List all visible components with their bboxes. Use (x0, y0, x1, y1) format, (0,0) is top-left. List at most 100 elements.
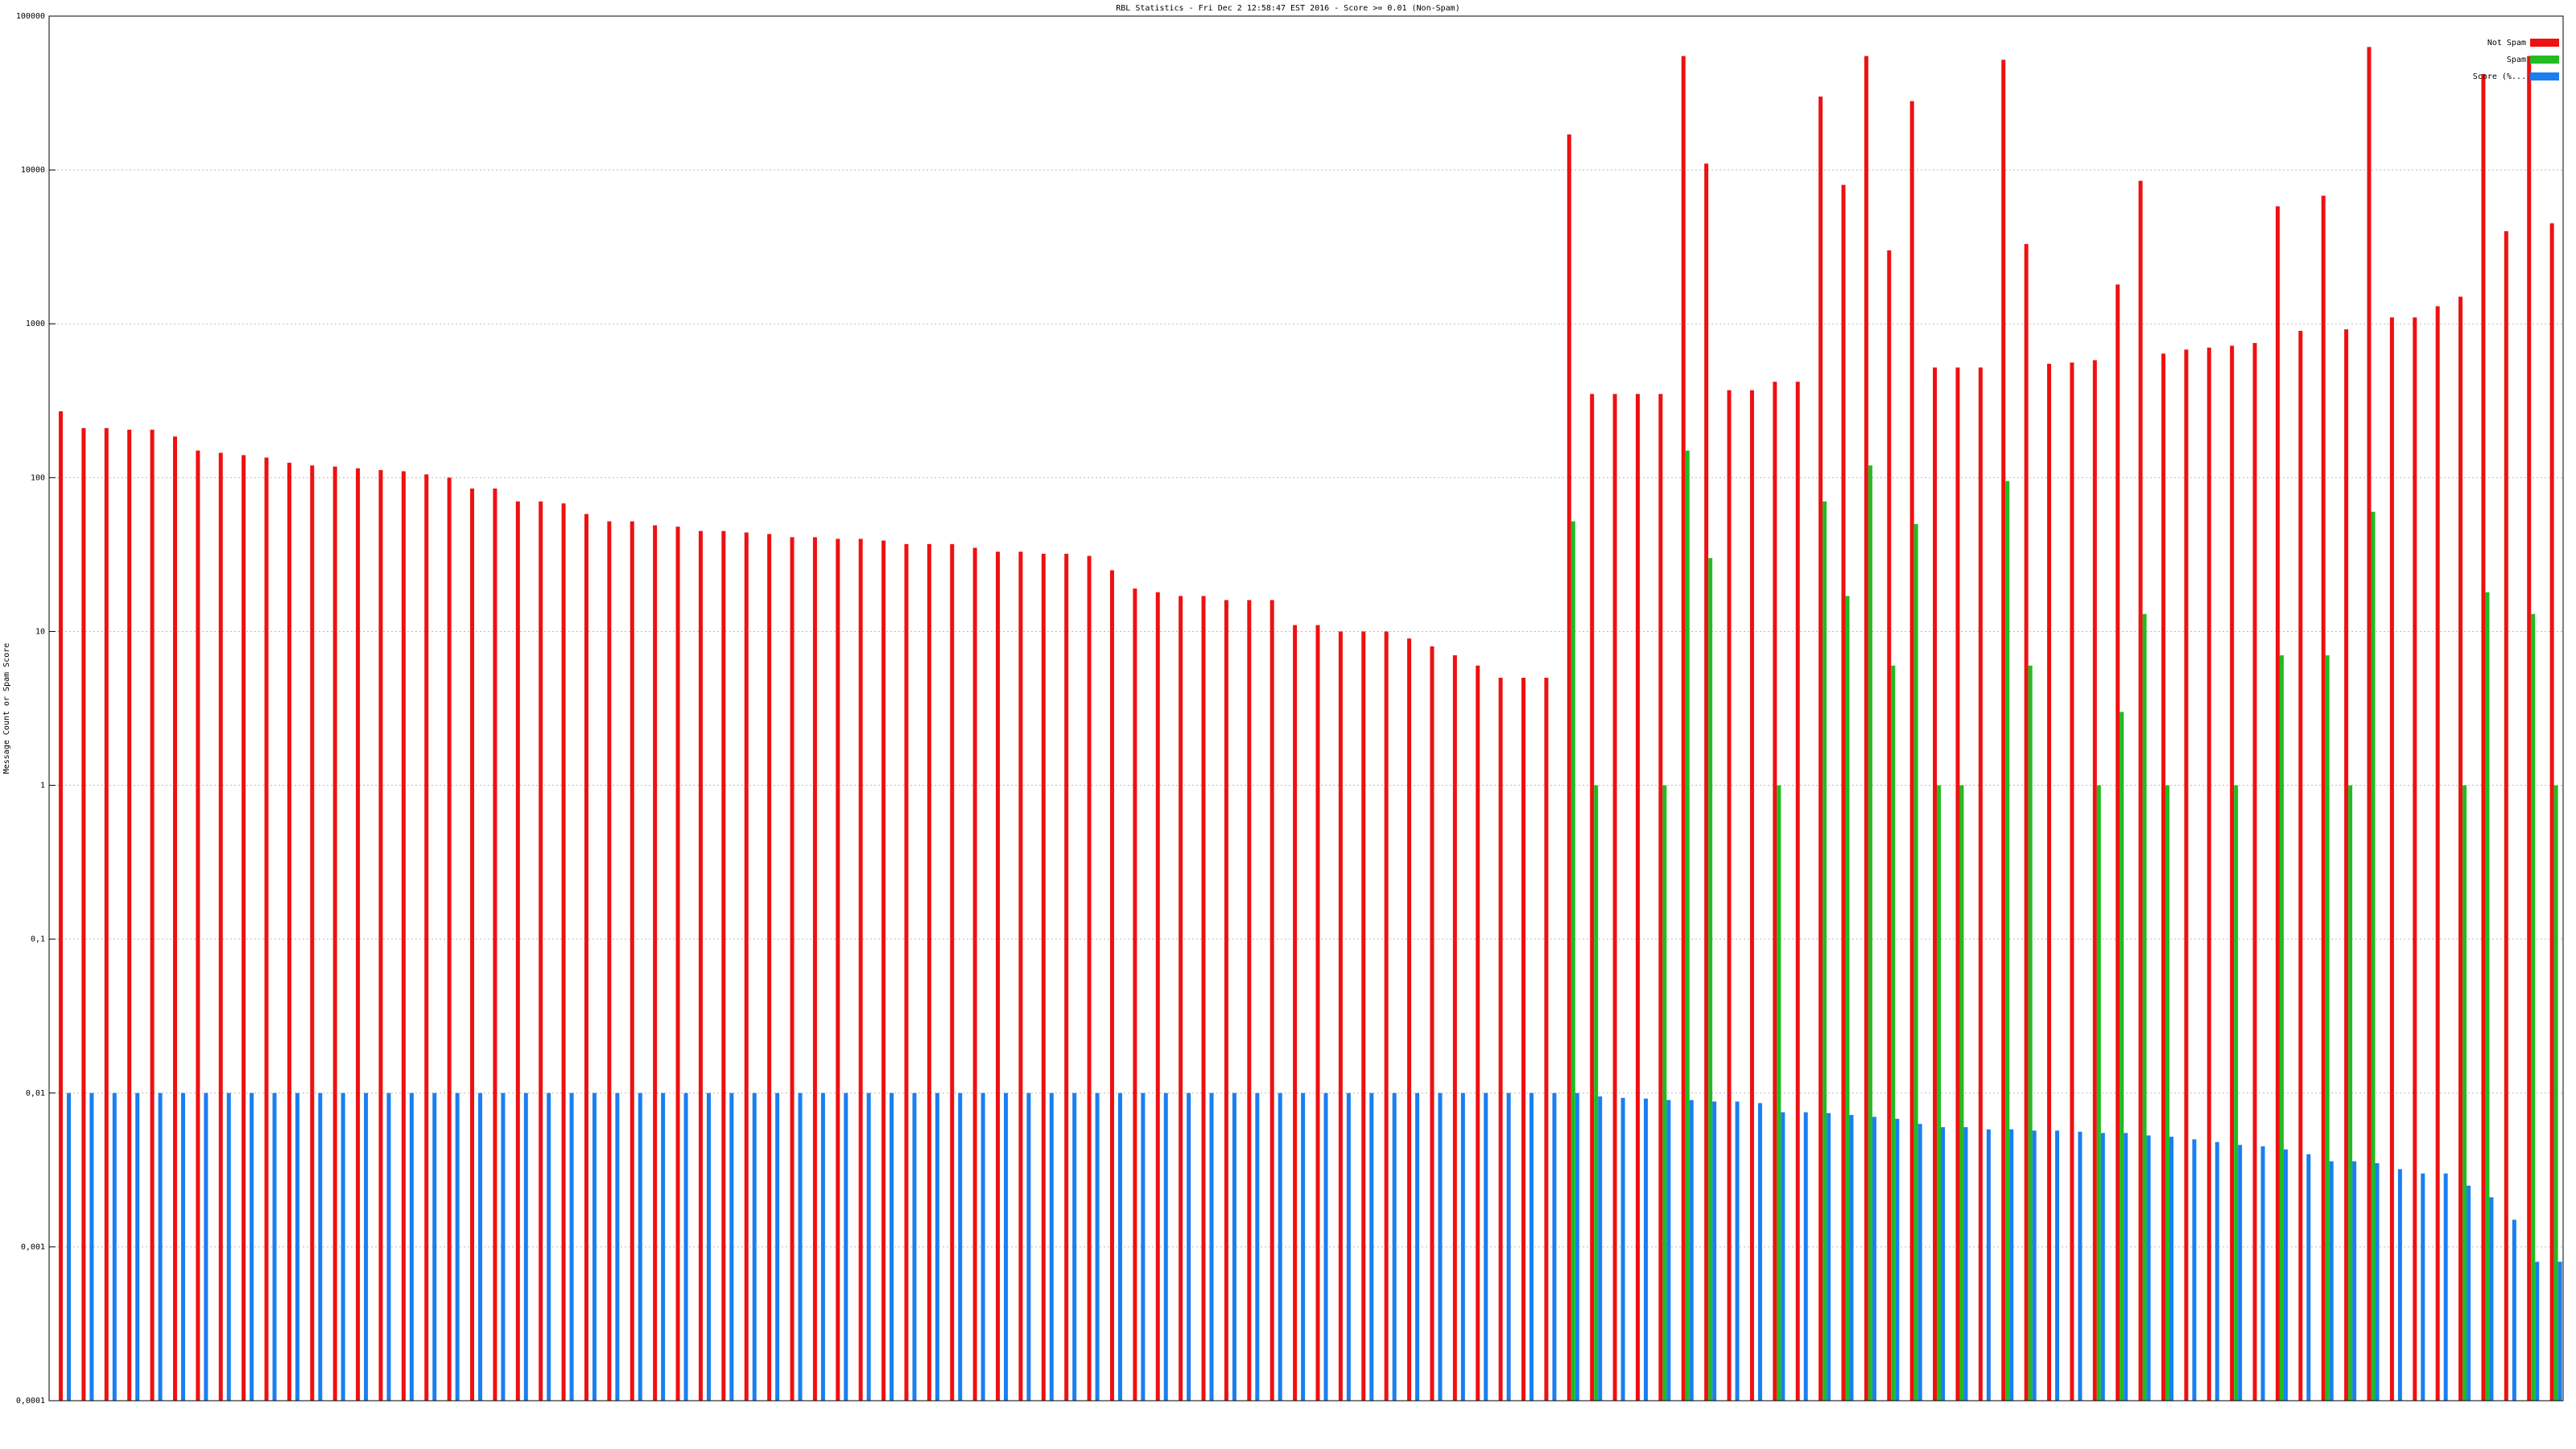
bar (1681, 56, 1686, 1401)
bar (1315, 625, 1320, 1401)
bar (904, 543, 909, 1402)
y-tick-label: 100000 (16, 12, 45, 21)
bar (858, 539, 863, 1402)
bar (1301, 1092, 1306, 1401)
bar (972, 547, 977, 1401)
bar (1095, 1092, 1100, 1401)
bar (1109, 570, 1114, 1401)
bar (2207, 347, 2211, 1402)
bar (1247, 600, 1252, 1401)
bar (1407, 638, 1412, 1401)
bar (890, 1092, 894, 1401)
bar (1818, 96, 1823, 1401)
bar (2092, 360, 2097, 1402)
bar (798, 1092, 803, 1401)
bar (2009, 1129, 2014, 1401)
bar (1666, 1100, 1671, 1401)
bar (2367, 47, 2372, 1401)
bar (2279, 655, 2284, 1401)
bar (1868, 465, 1872, 1401)
bar (1823, 501, 1827, 1402)
bar (1773, 382, 1777, 1401)
bar (112, 1092, 117, 1401)
bar (2467, 1185, 2471, 1401)
bar (2252, 343, 2257, 1402)
bar (2531, 613, 2536, 1401)
bar (135, 1092, 140, 1401)
bar (996, 551, 1001, 1402)
bar (104, 427, 109, 1401)
bar (1530, 1092, 1534, 1401)
y-tick-label: 0,001 (21, 1243, 45, 1252)
bar (1978, 367, 1983, 1402)
bar (1909, 101, 1914, 1401)
bar (1933, 367, 1938, 1402)
bar (2146, 1135, 2151, 1401)
bar (2260, 1146, 2265, 1401)
bar (81, 427, 86, 1401)
bar (1955, 367, 1960, 1402)
bar (1521, 677, 1526, 1401)
bar (2001, 60, 2006, 1402)
bar (2397, 1169, 2402, 1401)
bar (1635, 394, 1640, 1401)
bar (501, 1092, 506, 1401)
bar (767, 534, 772, 1401)
bar (1209, 1092, 1214, 1401)
y-tick-label: 10 (35, 627, 45, 636)
bar (683, 1092, 688, 1401)
bar (2371, 511, 2376, 1401)
bar (1913, 523, 1918, 1401)
bar (2512, 1220, 2516, 1401)
bar (1460, 1092, 1465, 1401)
bar (218, 452, 223, 1401)
bar (1941, 1127, 1946, 1401)
bar (1803, 1112, 1808, 1401)
bar (1662, 785, 1667, 1401)
plot-frame (48, 15, 2564, 1402)
bar (1937, 785, 1942, 1401)
bar (1594, 785, 1599, 1401)
bar (1323, 1092, 1328, 1401)
bar (226, 1092, 231, 1401)
bar (2283, 1149, 2288, 1401)
bar (287, 462, 291, 1401)
bar (242, 455, 246, 1401)
bar (2458, 296, 2463, 1401)
bar (1708, 558, 1713, 1402)
bar (820, 1092, 825, 1401)
bar (455, 1092, 460, 1401)
bar (295, 1092, 299, 1401)
bar (1179, 596, 1183, 1401)
bar (2024, 244, 2029, 1402)
bar (1827, 1113, 1831, 1401)
bar (698, 530, 703, 1401)
bar (1004, 1092, 1009, 1401)
bar (866, 1092, 871, 1401)
bar (584, 514, 588, 1401)
bar (318, 1092, 323, 1401)
bar (2375, 1162, 2380, 1401)
bar (1026, 1092, 1031, 1401)
bar (721, 530, 726, 1401)
y-axis-label: Message Count or Spam Score (2, 643, 11, 774)
bar (2120, 712, 2124, 1401)
bar (2504, 231, 2508, 1401)
bar (607, 521, 612, 1401)
bar (2161, 353, 2165, 1401)
bar (1887, 250, 1892, 1401)
bar (2165, 785, 2169, 1401)
bar (1727, 390, 1732, 1402)
bar (2234, 785, 2239, 1401)
bar (401, 471, 406, 1401)
bar (1658, 394, 1663, 1401)
bar (364, 1092, 369, 1401)
bar (2078, 1131, 2083, 1401)
bar (2005, 481, 2010, 1401)
bar (1506, 1092, 1511, 1401)
y-tick-label: 10000 (21, 166, 45, 175)
bar (310, 465, 315, 1401)
bar (2535, 1261, 2540, 1401)
